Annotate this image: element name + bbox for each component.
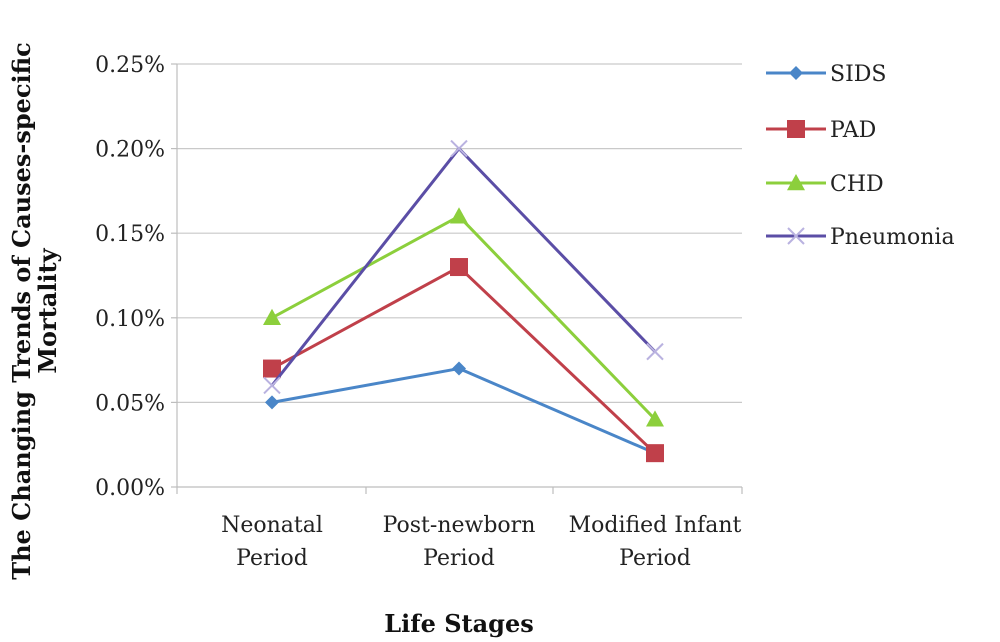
data-point — [646, 410, 664, 427]
legend-label: SIDS — [830, 62, 886, 87]
legend-label: Pneumonia — [830, 225, 955, 250]
y-axis-title-line-2: Mortality — [33, 247, 62, 373]
y-tick-label: 0.05% — [95, 391, 165, 416]
data-point — [452, 361, 466, 376]
legend-entry-pneumonia: Pneumonia — [766, 225, 955, 250]
series-pneumonia — [263, 139, 664, 395]
gridlines — [177, 63, 742, 403]
y-tick-label: 0.00% — [95, 476, 165, 501]
legend: SIDS PAD CHD Pneumonia — [766, 62, 955, 250]
legend-entry-pad: PAD — [766, 118, 876, 143]
y-tick-labels: 0.00% 0.05% 0.10% 0.15% 0.20% 0.25% — [95, 53, 165, 501]
data-point — [646, 444, 664, 463]
x-tick-label: Neonatal Period — [221, 513, 323, 571]
data-point — [450, 139, 468, 158]
data-point — [265, 395, 279, 410]
y-axis-title-line-1: The Changing Trends of Causes-specific — [7, 42, 36, 580]
data-point — [450, 207, 468, 224]
x-tick-label: Modified Infant Period — [569, 513, 742, 571]
series-sids — [265, 361, 662, 461]
data-point — [646, 342, 664, 361]
data-point — [450, 258, 468, 277]
y-tick-label: 0.15% — [95, 222, 165, 247]
axes — [171, 63, 743, 494]
legend-entry-chd: CHD — [766, 172, 884, 197]
series-line — [271, 367, 656, 455]
y-tick-label: 0.20% — [95, 138, 165, 163]
y-tick-label: 0.25% — [95, 53, 165, 78]
legend-entry-sids: SIDS — [766, 62, 886, 87]
legend-marker — [789, 66, 803, 80]
x-axis-title: Life Stages — [384, 609, 533, 638]
x-tick-label: Post-newborn Period — [383, 513, 536, 571]
x-tick-labels: Neonatal Period Post-newborn Period Modified… — [221, 513, 741, 571]
data-point — [263, 359, 281, 378]
y-axis-title: The Changing Trends of Causes-specific M… — [7, 42, 62, 580]
series-pad — [263, 258, 664, 463]
legend-label: PAD — [830, 118, 876, 143]
legend-marker — [787, 120, 805, 138]
data-point — [263, 308, 281, 325]
series-chd — [263, 207, 664, 427]
legend-marker — [787, 227, 805, 245]
series-lines — [263, 139, 664, 463]
legend-marker — [787, 174, 805, 191]
data-point — [263, 376, 281, 395]
legend-label: CHD — [830, 172, 884, 197]
y-tick-label: 0.10% — [95, 307, 165, 332]
